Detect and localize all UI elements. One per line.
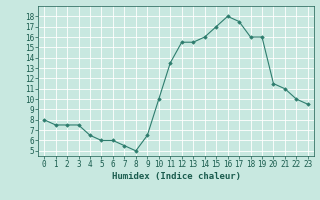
X-axis label: Humidex (Indice chaleur): Humidex (Indice chaleur): [111, 172, 241, 181]
